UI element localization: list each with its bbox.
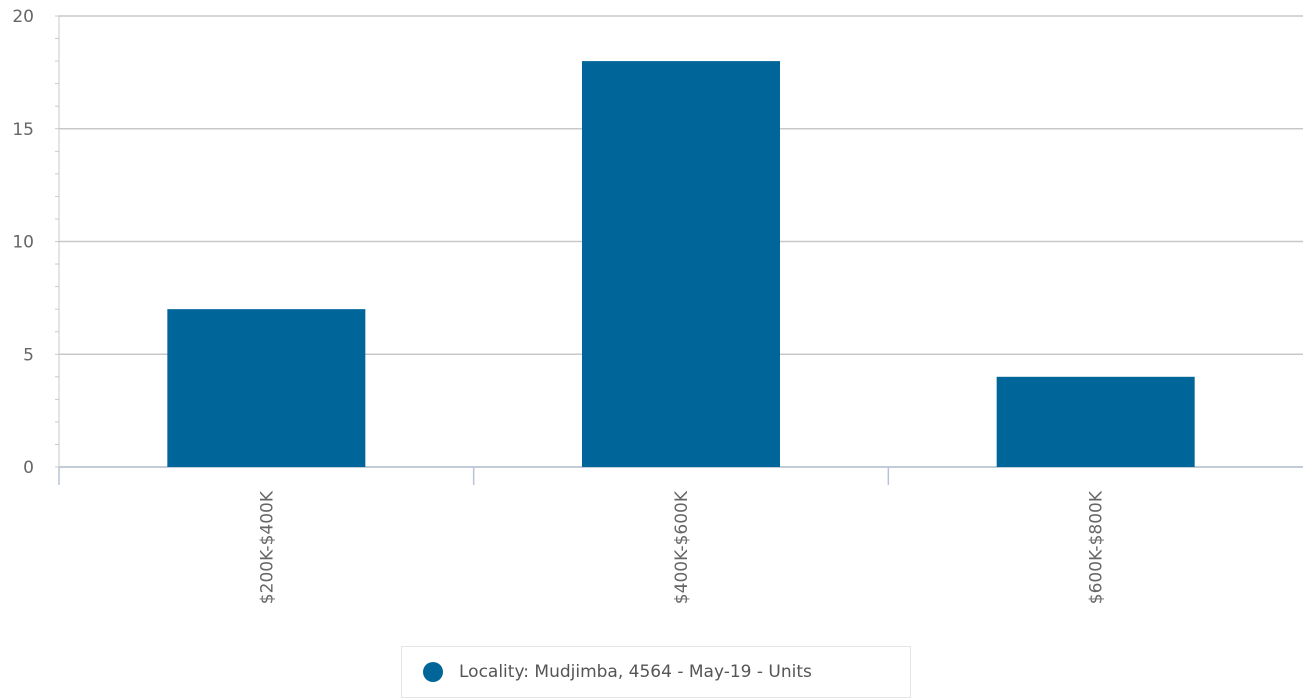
y-tick-label: 20 — [12, 7, 34, 27]
y-tick-label: 5 — [23, 345, 34, 365]
bar[interactable] — [996, 376, 1195, 467]
legend-label[interactable]: Locality: Mudjimba, 4564 - May-19 - Unit… — [459, 662, 812, 682]
x-tick-label: $200K-$400K — [257, 490, 277, 604]
bar[interactable] — [582, 61, 780, 467]
bar[interactable] — [167, 309, 366, 467]
x-tick-label: $400K-$600K — [672, 490, 692, 604]
tick-labels: 0 5 10 15 20 $200K-$400K $400K-$600K $600K-$800… — [12, 7, 1106, 604]
legend[interactable]: Locality: Mudjimba, 4564 - May-19 - Unit… — [401, 646, 911, 698]
y-tick-label: 15 — [12, 120, 34, 140]
bar-chart-svg: 0 5 10 15 20 $200K-$400K $400K-$600K $600K-$800… — [12, 7, 1303, 604]
y-tick-label: 0 — [23, 458, 34, 478]
legend-marker-icon — [423, 662, 443, 682]
y-tick-label: 10 — [12, 233, 34, 253]
x-tick-label: $600K-$800K — [1087, 490, 1107, 604]
bars — [167, 61, 1195, 467]
